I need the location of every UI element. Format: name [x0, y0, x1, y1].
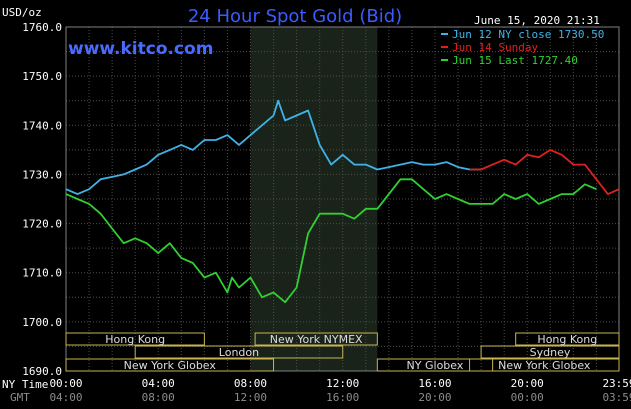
- ny-session-highlight: [250, 27, 378, 371]
- plot-frame: [65, 26, 620, 372]
- legend-label: Jun 15 Last 1727.40: [452, 54, 578, 67]
- session-label: New York NYMEX: [270, 333, 363, 346]
- x-tick-label-ny: 20:00: [511, 377, 544, 390]
- session-bar: [480, 345, 620, 359]
- session-bar: [254, 332, 378, 346]
- x-tick-label-gmt: 20:00: [418, 391, 451, 404]
- x-tick-label-ny: 23:59: [602, 377, 631, 390]
- legend-label: Jun 12 NY close 1730.50: [452, 28, 604, 41]
- y-unit-label: USD/oz: [2, 6, 42, 19]
- session-label: Hong Kong: [537, 333, 597, 346]
- highlight-band-layer: [250, 27, 378, 371]
- series-layer: [65, 99, 620, 304]
- session-bar: [469, 358, 620, 372]
- session-bar: [65, 358, 275, 372]
- session-bar: [65, 332, 205, 346]
- session-label: Hong Kong: [105, 333, 165, 346]
- tz-ny-label: NY Time: [2, 378, 48, 391]
- grid-layer: [65, 26, 620, 372]
- session-label: New York Globex: [498, 359, 591, 372]
- session-label: London: [219, 346, 259, 359]
- y-tick-label: 1720.0: [22, 218, 62, 231]
- chart-title: 24 Hour Spot Gold (Bid): [188, 6, 402, 27]
- session-bar: [134, 345, 344, 359]
- tz-gmt-label: GMT: [10, 391, 30, 404]
- session-label: New York Globex: [124, 359, 217, 372]
- series-line-1: [469, 148, 620, 196]
- x-tick-label-gmt: 03:59: [602, 391, 631, 404]
- y-tick-label: 1750.0: [22, 70, 62, 83]
- y-tick-label: 1760.0: [22, 21, 62, 34]
- timestamp-label: June 15, 2020 21:31: [474, 14, 600, 27]
- session-label: NY Globex: [407, 359, 464, 372]
- y-tick-label: 1740.0: [22, 119, 62, 132]
- x-tick-label-ny: 16:00: [418, 377, 451, 390]
- series-line-0: [65, 99, 482, 196]
- y-tick-label: 1730.0: [22, 168, 62, 181]
- axis-labels-layer: 1690.0 1700.0 1710.0 1720.0 1730.0 1740.0 1750…: [22, 21, 631, 404]
- y-tick-label: 1700.0: [22, 316, 62, 329]
- x-tick-label-ny: 04:00: [142, 377, 175, 390]
- x-tick-label-gmt: 16:00: [326, 391, 359, 404]
- x-tick-label-gmt: 04:00: [49, 391, 82, 404]
- legend-label: Jun 14 Sunday: [452, 41, 538, 54]
- x-tick-label-ny: 08:00: [234, 377, 267, 390]
- session-label: Sydney: [530, 346, 571, 359]
- y-tick-label: 1690.0: [22, 365, 62, 378]
- session-bar: [515, 332, 620, 346]
- x-tick-label-ny: 00:00: [49, 377, 82, 390]
- session-bar: [376, 358, 494, 372]
- x-tick-label-gmt: 12:00: [234, 391, 267, 404]
- website-link[interactable]: www.kitco.com: [68, 39, 213, 59]
- series-line-2: [65, 178, 597, 304]
- x-tick-label-ny: 12:00: [326, 377, 359, 390]
- y-tick-label: 1710.0: [22, 267, 62, 280]
- x-tick-label-gmt: 08:00: [142, 391, 175, 404]
- x-tick-label-gmt: 00:00: [511, 391, 544, 404]
